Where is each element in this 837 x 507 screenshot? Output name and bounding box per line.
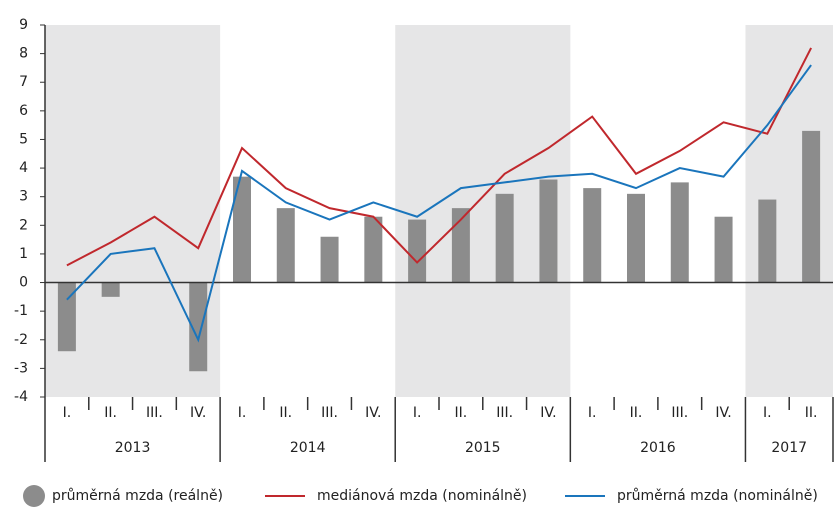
y-tick-label: 9: [19, 17, 28, 33]
bar: [276, 208, 295, 283]
group-label: 2014: [290, 440, 326, 456]
x-tick-label: I.: [63, 405, 72, 421]
y-tick-label: 0: [19, 275, 28, 291]
x-tick-label: I.: [413, 405, 422, 421]
y-tick-label: -3: [14, 360, 28, 376]
bar: [451, 208, 470, 283]
group-label: 2013: [115, 440, 151, 456]
bar: [364, 216, 383, 283]
x-tick-label: II.: [279, 405, 292, 421]
bar: [802, 130, 821, 283]
x-tick-label: III.: [671, 405, 688, 421]
x-tick-label: IV.: [365, 405, 381, 421]
x-tick-label: I.: [588, 405, 597, 421]
y-tick-label: -4: [14, 389, 28, 405]
line: [66, 64, 812, 343]
line: [66, 47, 813, 267]
x-tick-label: II.: [630, 405, 643, 421]
bar: [320, 236, 339, 283]
x-tick-label: II.: [104, 405, 117, 421]
y-tick-label: -1: [14, 303, 28, 319]
group-label: 2016: [640, 440, 676, 456]
y-tick-label: 1: [19, 246, 28, 262]
y-tick-label: 5: [19, 131, 28, 147]
bar: [189, 282, 208, 372]
x-tick-label: II.: [805, 405, 818, 421]
x-tick-label: II.: [455, 405, 468, 421]
x-tick-label: I.: [763, 405, 772, 421]
legend-label: průměrná mzda (reálně): [52, 488, 223, 504]
bar: [758, 199, 777, 283]
x-tick-label: III.: [321, 405, 338, 421]
y-tick-label: -2: [14, 332, 28, 348]
y-tick-label: 8: [19, 46, 28, 62]
bar: [714, 216, 733, 283]
group-label: 2017: [771, 440, 807, 456]
x-tick-label: III.: [146, 405, 163, 421]
bar: [539, 179, 558, 283]
bar: [408, 219, 427, 283]
bar: [670, 182, 689, 283]
legend-swatch: [23, 485, 45, 507]
x-tick-label: IV.: [190, 405, 206, 421]
y-tick-label: 3: [19, 189, 28, 205]
group-label: 2015: [465, 440, 501, 456]
y-tick-label: 7: [19, 74, 28, 90]
bar: [627, 193, 645, 283]
legend-label: mediánová mzda (nominálně): [317, 488, 527, 504]
y-tick-label: 6: [19, 103, 28, 119]
bar: [495, 193, 514, 283]
x-tick-label: III.: [496, 405, 513, 421]
x-tick-label: I.: [238, 405, 247, 421]
y-tick-label: 2: [19, 217, 28, 233]
y-tick-label: 4: [19, 160, 28, 176]
x-tick-label: IV.: [540, 405, 556, 421]
bar: [233, 176, 251, 283]
bar: [101, 282, 120, 297]
bar: [583, 188, 602, 283]
bar: [57, 282, 76, 352]
x-tick-label: IV.: [715, 405, 731, 421]
legend-label: průměrná mzda (nominálně): [617, 488, 818, 504]
